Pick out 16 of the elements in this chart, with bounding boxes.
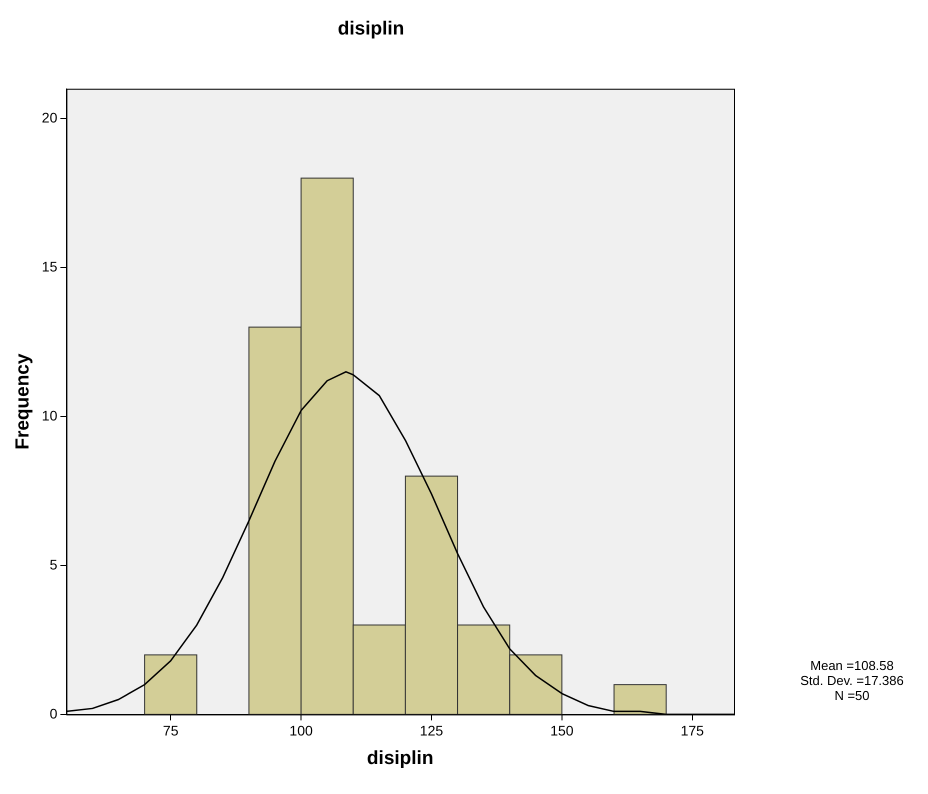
- text: Std. Dev. =17.386: [800, 672, 904, 688]
- x-tick-label: 175: [680, 722, 704, 739]
- y-tick-label: 10: [42, 407, 58, 424]
- text: Mean =108.58: [810, 658, 894, 673]
- y-tick-label: 20: [42, 109, 58, 126]
- text: N =50: [834, 688, 870, 703]
- chart-title: disiplin: [338, 18, 404, 40]
- x-tick-label: 100: [289, 722, 313, 739]
- y-tick-label: 0: [50, 705, 58, 722]
- y-axis-title: Frequency: [12, 353, 34, 450]
- x-tick-label: 75: [162, 722, 179, 739]
- y-tick-label: 15: [42, 258, 58, 274]
- y-tick-label: 5: [50, 556, 58, 572]
- x-axis-title: disiplin: [366, 748, 434, 769]
- x-tick-label: 150: [550, 722, 574, 739]
- x-tick-label: 125: [420, 722, 444, 739]
